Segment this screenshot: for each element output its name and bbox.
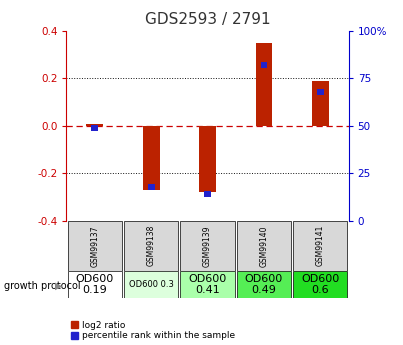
Text: OD600
0.6: OD600 0.6	[301, 274, 339, 295]
Text: OD600
0.19: OD600 0.19	[76, 274, 114, 295]
Bar	[143, 126, 160, 190]
Text: GSM99138: GSM99138	[147, 225, 156, 266]
Legend: log2 ratio, percentile rank within the sample: log2 ratio, percentile rank within the s…	[71, 321, 235, 341]
Bar	[86, 124, 103, 126]
Text: OD600
0.49: OD600 0.49	[245, 274, 283, 295]
Bar	[256, 43, 272, 126]
Bar	[124, 221, 178, 271]
Bar	[199, 126, 216, 193]
Bar	[91, 125, 98, 131]
Bar	[68, 272, 122, 298]
Bar	[237, 272, 291, 298]
Bar	[148, 184, 154, 190]
Text: OD600
0.41: OD600 0.41	[189, 274, 226, 295]
Text: GDS2593 / 2791: GDS2593 / 2791	[145, 12, 270, 27]
Text: growth protocol: growth protocol	[4, 281, 81, 290]
Bar	[293, 221, 347, 271]
Bar	[237, 221, 291, 271]
Bar	[124, 272, 178, 298]
Text: OD600 0.3: OD600 0.3	[129, 280, 174, 289]
Text: GSM99141: GSM99141	[316, 225, 325, 266]
Bar	[261, 62, 267, 68]
Text: GSM99139: GSM99139	[203, 225, 212, 267]
Bar	[68, 221, 122, 271]
Text: ▶: ▶	[55, 281, 62, 290]
Text: GSM99137: GSM99137	[90, 225, 99, 267]
Bar	[293, 272, 347, 298]
Bar	[204, 191, 211, 197]
Bar	[181, 221, 235, 271]
Bar	[312, 81, 329, 126]
Text: GSM99140: GSM99140	[260, 225, 268, 267]
Bar	[181, 272, 235, 298]
Bar	[317, 89, 324, 95]
